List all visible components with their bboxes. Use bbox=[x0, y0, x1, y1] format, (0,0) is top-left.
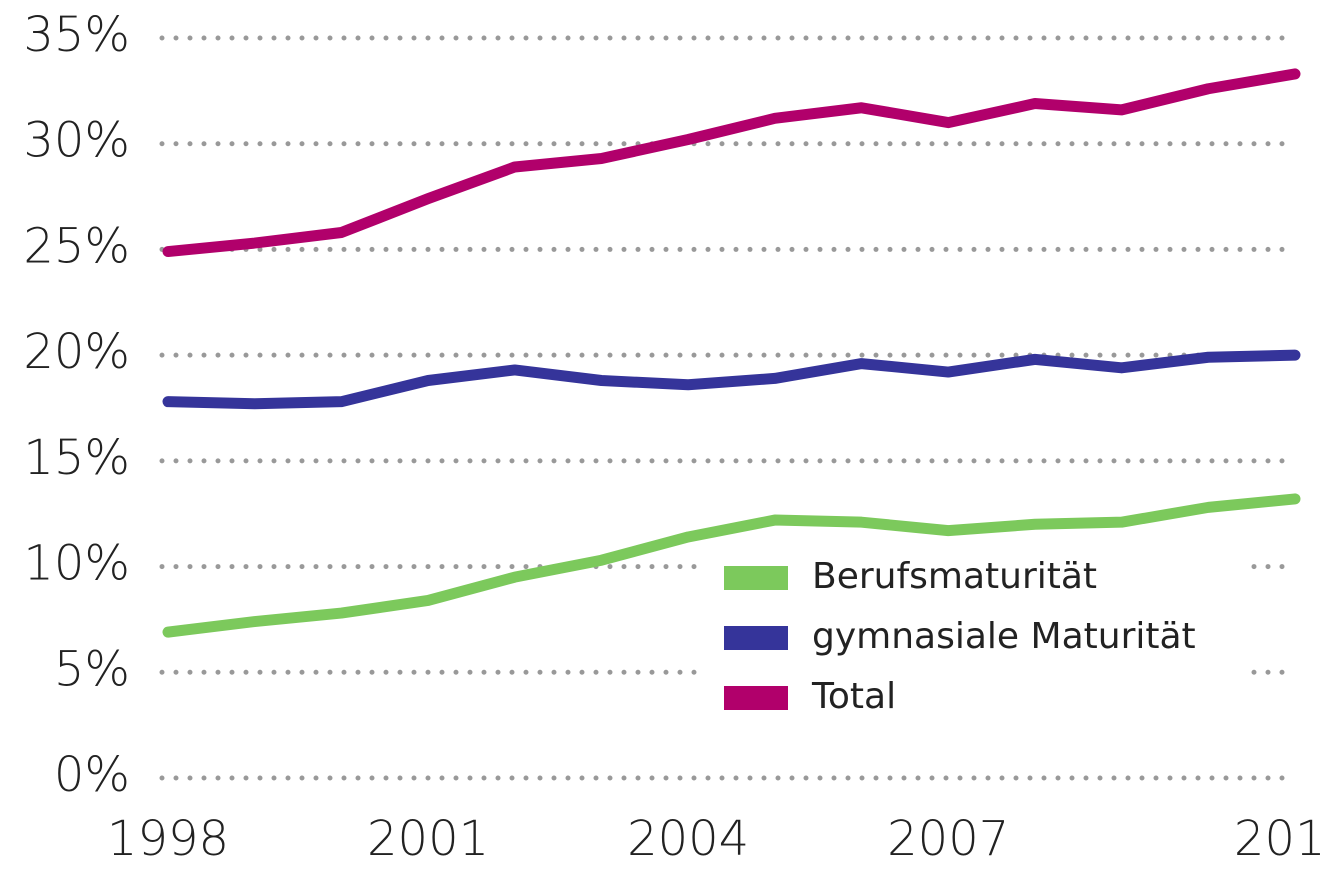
legend-label: gymnasiale Maturität bbox=[812, 616, 1196, 657]
legend-swatch bbox=[724, 686, 788, 710]
x-tick-label: 2007 bbox=[887, 811, 1009, 867]
y-tick-label: 30% bbox=[23, 113, 130, 169]
y-tick-label: 0% bbox=[54, 747, 130, 803]
legend-background bbox=[700, 548, 1250, 728]
x-tick-label: 2004 bbox=[627, 811, 749, 867]
legend-swatch bbox=[724, 566, 788, 590]
y-tick-label: 35% bbox=[23, 7, 130, 63]
series-line bbox=[162, 68, 1301, 258]
y-tick-label: 25% bbox=[23, 218, 130, 274]
y-tick-label: 5% bbox=[54, 641, 130, 697]
x-tick-label: 2001 bbox=[367, 811, 489, 867]
legend-swatch bbox=[724, 626, 788, 650]
legend-label: Total bbox=[811, 676, 896, 717]
series-line bbox=[162, 493, 1301, 638]
y-tick-label: 10% bbox=[23, 536, 130, 592]
legend: Berufsmaturität gymnasiale Maturität Total bbox=[700, 548, 1250, 728]
x-tick-label: 1998 bbox=[107, 811, 229, 867]
x-tick-label: 2011 bbox=[1234, 811, 1324, 867]
y-tick-label: 20% bbox=[23, 324, 130, 380]
series-line bbox=[162, 349, 1301, 410]
legend-label: Berufsmaturität bbox=[812, 556, 1097, 597]
y-tick-label: 15% bbox=[23, 430, 130, 486]
